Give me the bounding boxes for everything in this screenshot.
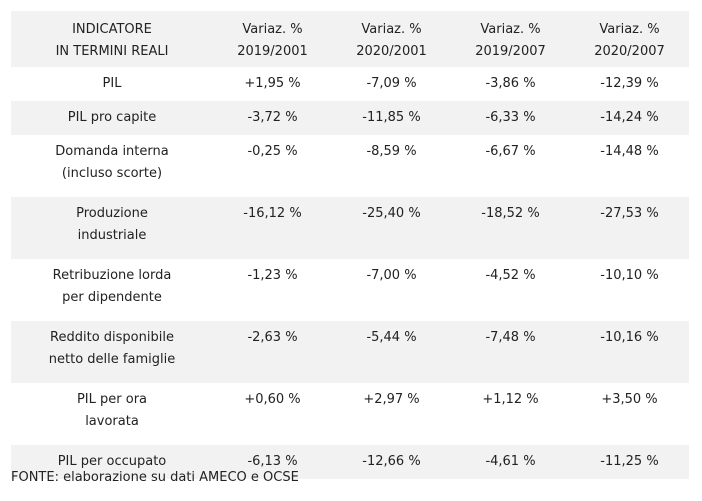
header-indicator-line-2: IN TERMINI REALI (55, 44, 169, 59)
header-indicator-line-1: INDICATORE (72, 22, 152, 37)
cell-value: +0,60 % (244, 392, 301, 407)
cell-value: -0,25 % (247, 144, 298, 159)
row-label-line: PIL (102, 76, 122, 91)
row-label-line: industriale (77, 228, 147, 243)
row-label: Reddito disponibile netto delle famiglie (11, 321, 213, 383)
row-label-line: lavorata (85, 414, 139, 429)
indicators-table-container: INDICATORE IN TERMINI REALI Variaz. % 20… (11, 11, 689, 479)
cell-value: -18,52 % (481, 206, 540, 221)
cell-value: +2,97 % (363, 392, 420, 407)
cell-value: +1,95 % (244, 76, 301, 91)
cell-value: -6,67 % (485, 144, 536, 159)
cell-value: -14,48 % (600, 144, 659, 159)
row-label-line: Domanda interna (55, 144, 169, 159)
row-label: PIL pro capite (11, 101, 213, 135)
header-indicator: INDICATORE IN TERMINI REALI (11, 11, 213, 67)
row-label-line: Reddito disponibile (50, 330, 174, 345)
cell-value: -7,48 % (485, 330, 536, 345)
table-row: PIL pro capite -3,72 % -11,85 % -6,33 % … (11, 101, 689, 135)
cell-value: -7,00 % (366, 268, 417, 283)
cell-value: -4,52 % (485, 268, 536, 283)
row-label: Domanda interna (incluso scorte) (11, 135, 213, 197)
header-col-4: Variaz. % 2020/2007 (570, 11, 689, 67)
table-row: Domanda interna (incluso scorte) -0,25 %… (11, 135, 689, 197)
row-label-line: netto delle famiglie (48, 352, 176, 367)
table-row: PIL per occupato -6,13 % -12,66 % -4,61 … (11, 445, 689, 479)
table-row: PIL +1,95 % -7,09 % -3,86 % -12,39 % (11, 67, 689, 101)
cell-value: -7,09 % (366, 76, 417, 91)
header-col-4-line-1: Variaz. % (599, 22, 660, 37)
cell-value: -14,24 % (600, 110, 659, 125)
cell-value: -8,59 % (366, 144, 417, 159)
cell-value: -10,16 % (600, 330, 659, 345)
row-label-line: PIL per ora (76, 392, 148, 407)
cell-value: +1,12 % (482, 392, 539, 407)
row-label-line: (incluso scorte) (61, 166, 163, 181)
cell-value: +3,50 % (601, 392, 658, 407)
cell-value: -25,40 % (362, 206, 421, 221)
cell-value: -3,72 % (247, 110, 298, 125)
header-col-1-line-1: Variaz. % (242, 22, 303, 37)
row-label-line: per dipendente (62, 290, 162, 305)
cell-value: -2,63 % (247, 330, 298, 345)
row-label-line: PIL per occupato (57, 454, 167, 469)
table-row: PIL per ora lavorata +0,60 % +2,97 % +1,… (11, 383, 689, 445)
cell-value: -12,66 % (362, 454, 421, 469)
cell-value: -10,10 % (600, 268, 659, 283)
cell-value: -4,61 % (485, 454, 536, 469)
header-col-3-line-1: Variaz. % (480, 22, 541, 37)
cell-value: -3,86 % (485, 76, 536, 91)
row-label: PIL (11, 67, 213, 101)
cell-value: -6,13 % (247, 454, 298, 469)
cell-value: -12,39 % (600, 76, 659, 91)
table-row: Produzione industriale -16,12 % -25,40 %… (11, 197, 689, 259)
cell-value: -6,33 % (485, 110, 536, 125)
row-label-line: Produzione (76, 206, 148, 221)
cell-value: -11,25 % (600, 454, 659, 469)
row-label-line: Retribuzione lorda (52, 268, 172, 283)
header-col-1: Variaz. % 2019/2001 (213, 11, 332, 67)
table-row: Reddito disponibile netto delle famiglie… (11, 321, 689, 383)
header-col-2: Variaz. % 2020/2001 (332, 11, 451, 67)
cell-value: -1,23 % (247, 268, 298, 283)
header-col-2-line-1: Variaz. % (361, 22, 422, 37)
indicators-table: INDICATORE IN TERMINI REALI Variaz. % 20… (11, 11, 689, 479)
row-label-line: PIL pro capite (67, 110, 157, 125)
header-col-3: Variaz. % 2019/2007 (451, 11, 570, 67)
table-row: Retribuzione lorda per dipendente -1,23 … (11, 259, 689, 321)
header-col-1-line-2: 2019/2001 (237, 44, 308, 59)
source-note: FONTE: elaborazione su dati AMECO e OCSE (11, 470, 299, 485)
row-label: Retribuzione lorda per dipendente (11, 259, 213, 321)
row-label: PIL per ora lavorata (11, 383, 213, 445)
cell-value: -16,12 % (243, 206, 302, 221)
cell-value: -27,53 % (600, 206, 659, 221)
row-label: PIL per occupato (11, 445, 213, 479)
header-col-4-line-2: 2020/2007 (594, 44, 665, 59)
cell-value: -11,85 % (362, 110, 421, 125)
header-col-3-line-2: 2019/2007 (475, 44, 546, 59)
header-col-2-line-2: 2020/2001 (356, 44, 427, 59)
cell-value: -5,44 % (366, 330, 417, 345)
row-label: Produzione industriale (11, 197, 213, 259)
table-header-row: INDICATORE IN TERMINI REALI Variaz. % 20… (11, 11, 689, 67)
